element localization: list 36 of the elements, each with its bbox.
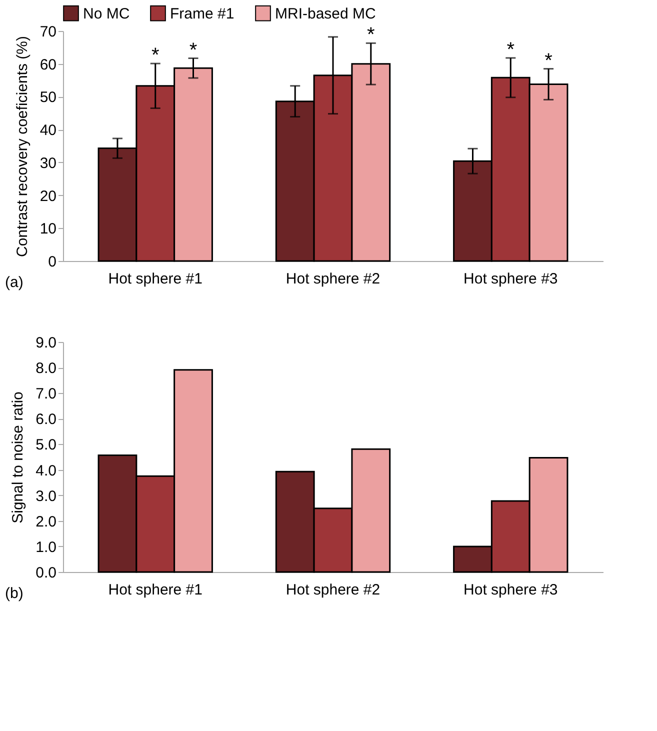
y-tick-label: 0 — [48, 254, 56, 270]
x-tick-label: Hot sphere #1 — [108, 582, 202, 598]
y-tick-label: 0.0 — [36, 564, 56, 582]
y-tick-label: 50 — [40, 89, 56, 106]
y-tick-label: 6.0 — [36, 411, 56, 428]
y-tick-label: 4.0 — [36, 462, 56, 480]
text: (a) — [5, 274, 24, 291]
y-tick-label: 10 — [40, 220, 56, 238]
y-tick-label: 40 — [40, 122, 56, 140]
y-tick-label: 5.0 — [36, 436, 56, 454]
x-tick-label: Hot sphere #2 — [286, 582, 380, 598]
y-axis-title: Contrast recovery coeficients (%) — [14, 36, 31, 257]
x-tick-label: Hot sphere #2 — [286, 270, 380, 288]
y-axis-title: Signal to noise ratio — [10, 392, 27, 524]
y-tick-label: 2.0 — [36, 513, 56, 530]
x-tick-label: Hot sphere #3 — [464, 270, 558, 288]
annotation: * — [151, 44, 160, 67]
y-tick-label: 60 — [40, 56, 56, 74]
x-tick-label: Hot sphere #1 — [108, 270, 202, 288]
annotation: * — [189, 39, 198, 62]
text: (b) — [5, 585, 24, 602]
x-tick-label: Hot sphere #3 — [464, 582, 558, 598]
y-tick-label: 3.0 — [36, 488, 56, 505]
legend-label: Frame #1 — [170, 5, 234, 22]
y-tick-label: 30 — [40, 154, 56, 172]
annotation: * — [506, 38, 515, 61]
legend-label: MRI-based MC — [275, 5, 376, 22]
y-tick-label: 70 — [40, 24, 56, 40]
annotation: * — [544, 50, 553, 72]
y-tick-label: 7.0 — [36, 386, 56, 403]
y-tick-label: 9.0 — [36, 334, 56, 352]
y-tick-label: 20 — [40, 188, 56, 205]
annotation: * — [366, 24, 375, 46]
legend-label: No MC — [83, 5, 130, 22]
y-tick-label: 1.0 — [36, 538, 56, 556]
y-tick-label: 8.0 — [36, 360, 56, 378]
